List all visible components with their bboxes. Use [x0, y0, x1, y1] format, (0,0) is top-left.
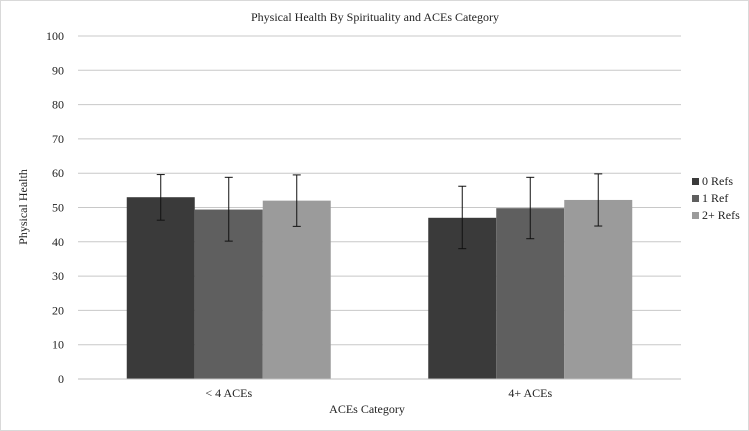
error-bar — [292, 174, 301, 227]
bar-2-refs-cat-1 — [564, 199, 633, 379]
legend-swatch — [692, 212, 699, 219]
legend-swatch — [692, 195, 699, 202]
error-bar — [458, 185, 467, 250]
legend-label: 0 Refs — [702, 174, 733, 188]
chart-title: Physical Health By Spirituality and ACEs… — [251, 10, 499, 24]
error-bar — [224, 176, 233, 242]
x-axis-label: ACEs Category — [329, 402, 405, 416]
x-tick-label: 4+ ACEs — [508, 386, 552, 400]
y-tick-label: 80 — [52, 98, 64, 112]
y-axis-ticks: 0 10 20 30 40 50 60 70 80 90 100 — [46, 29, 64, 386]
error-bar — [526, 176, 535, 240]
y-axis-label: Physical Health — [16, 169, 30, 245]
error-bar — [594, 173, 603, 227]
bar-2-refs-cat-0 — [262, 200, 331, 379]
y-tick-label: 40 — [52, 235, 64, 249]
y-tick-label: 100 — [46, 29, 64, 43]
y-tick-label: 90 — [52, 63, 64, 77]
y-tick-label: 10 — [52, 338, 64, 352]
y-tick-label: 30 — [52, 269, 64, 283]
legend-swatch — [692, 178, 699, 185]
x-tick-label: < 4 ACEs — [205, 386, 252, 400]
legend-label: 2+ Refs — [702, 208, 740, 222]
y-tick-label: 70 — [52, 132, 64, 146]
y-tick-label: 50 — [52, 201, 64, 215]
legend-label: 1 Ref — [702, 191, 728, 205]
error-bar — [156, 174, 165, 221]
legend: 0 Refs 1 Ref 2+ Refs — [692, 174, 740, 222]
x-axis-ticks: < 4 ACEs 4+ ACEs — [205, 386, 552, 400]
bar-0-refs-cat-0 — [126, 197, 195, 379]
y-tick-label: 20 — [52, 303, 64, 317]
bars — [126, 197, 633, 379]
y-tick-label: 0 — [58, 372, 64, 386]
y-tick-label: 60 — [52, 166, 64, 180]
error-bars — [156, 173, 603, 250]
